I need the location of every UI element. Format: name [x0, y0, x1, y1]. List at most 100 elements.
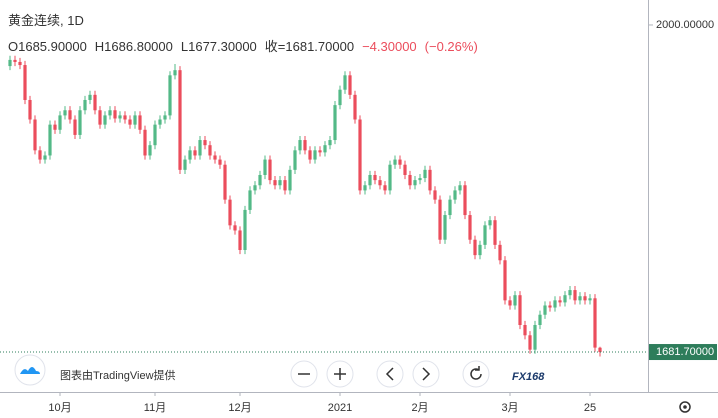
last-price-label: 1681.70000 [656, 346, 714, 358]
candle-body [273, 180, 277, 186]
candle-body [423, 169, 427, 179]
candle-body [513, 295, 517, 306]
candle-body [8, 59, 12, 67]
candle-body [263, 159, 267, 175]
reset-button[interactable] [462, 360, 490, 388]
candle-body [508, 300, 512, 306]
candle-body [133, 115, 137, 125]
candle-body [398, 159, 402, 165]
candle-body [13, 59, 17, 62]
candle-body [93, 94, 97, 111]
logo-cloud[interactable] [20, 367, 40, 374]
candle-body [593, 298, 597, 348]
candle-body [173, 70, 177, 76]
zoom-out-button[interactable] [290, 360, 318, 388]
candle-body [228, 199, 232, 226]
candle-body [153, 124, 157, 146]
candle-body [78, 110, 82, 135]
candle-body [568, 290, 572, 296]
candle-body [578, 296, 582, 301]
candle-body [218, 159, 222, 165]
candle-body [83, 99, 87, 111]
candle-body [118, 115, 122, 119]
candle-body [408, 174, 412, 186]
candle-body [28, 99, 32, 120]
ohlc-legend: O1685.90000 H1686.80000 L1677.30000 收=1681.… [8, 36, 486, 55]
candle-body [288, 169, 292, 191]
candle-body [373, 174, 377, 181]
candle-body [233, 225, 237, 231]
candle-body [343, 75, 347, 90]
ohlc-label: O1685.90000 [8, 39, 87, 54]
candle-body [318, 150, 322, 153]
candle-body [433, 190, 437, 200]
candle-body [353, 94, 357, 120]
settings-button[interactable] [679, 401, 691, 413]
candle-body [98, 110, 102, 125]
x-tick-label: 2021 [328, 402, 352, 414]
candle-body [483, 225, 487, 245]
candle-body [518, 295, 522, 326]
candle-body [388, 164, 392, 191]
candle-body [463, 185, 467, 216]
ohlc-label: H1686.80000 [94, 39, 173, 54]
candle-body [18, 61, 22, 66]
candle-body [528, 335, 532, 350]
candle-body [378, 180, 382, 186]
candle-body [583, 296, 587, 301]
candle-body [143, 129, 147, 156]
ohlc-label: 收=1681.70000 [264, 39, 355, 54]
scroll-left-button[interactable] [376, 360, 404, 388]
candle-body [383, 185, 387, 191]
zoom-in-button[interactable] [326, 360, 354, 388]
candle-body [123, 115, 127, 120]
candle-body [68, 110, 72, 120]
title: 黄金连续, 1D [8, 13, 84, 28]
candle-body [313, 150, 317, 160]
candle-body [73, 119, 77, 135]
candle-body [448, 199, 452, 216]
candle-body [38, 150, 42, 160]
x-tick-label: 25 [584, 402, 596, 414]
candle-body [63, 110, 67, 116]
x-tick-label: 3月 [501, 402, 518, 414]
candle-body [523, 325, 527, 336]
candle-body [198, 140, 202, 156]
scroll-right-button[interactable] [412, 360, 440, 388]
symbol-title[interactable]: 黄金连续, 1D [8, 10, 92, 29]
candle-body [488, 220, 492, 226]
candle-body [203, 140, 207, 146]
candle-body [553, 300, 557, 308]
candle-body [428, 169, 432, 191]
candle-body [253, 185, 257, 191]
candle-body [598, 347, 602, 353]
candle-body [258, 174, 262, 186]
candle-body [193, 150, 197, 156]
candle-body [413, 180, 417, 186]
candle-body [558, 300, 562, 303]
candle-body [58, 115, 62, 130]
candle-body [333, 105, 337, 141]
candle-body [438, 199, 442, 240]
candle-body [548, 305, 552, 308]
candle-body [158, 119, 162, 125]
candle-body [473, 239, 477, 256]
candle-body [498, 244, 502, 261]
candle-body [278, 180, 282, 186]
last-price-box [649, 344, 717, 361]
candle-body [23, 65, 27, 100]
candle-body [183, 159, 187, 170]
candle-body [33, 119, 37, 151]
candle-body [543, 305, 547, 315]
candle-body [43, 155, 47, 160]
credit: 图表由TradingView提供 [60, 368, 176, 382]
tv-logo[interactable] [14, 354, 46, 386]
candle-body [243, 209, 247, 250]
ohlc-label: (−0.26%) [424, 39, 478, 54]
candle-body [323, 145, 327, 153]
x-tick-label: 10月 [48, 402, 71, 414]
candle-body [188, 150, 192, 160]
candle-body [533, 325, 537, 350]
candle-body [538, 314, 542, 326]
